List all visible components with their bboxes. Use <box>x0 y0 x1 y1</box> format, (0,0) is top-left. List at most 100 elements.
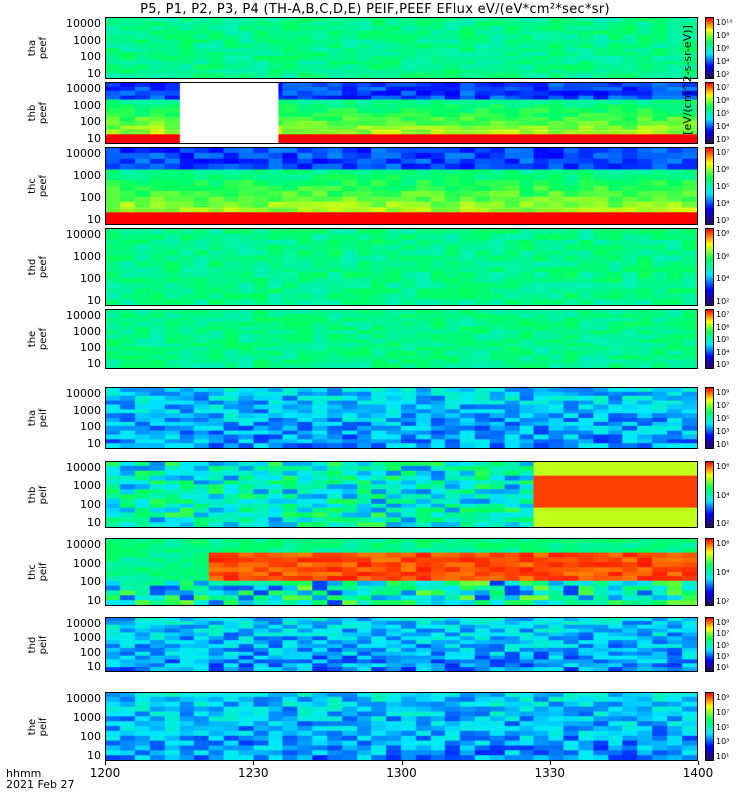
colorbar-tick-label: 10⁴ <box>716 122 730 131</box>
y-tick-label: 10000 <box>66 538 101 551</box>
y-tick-label: 10 <box>87 213 101 226</box>
spectrogram-panel <box>105 387 698 449</box>
y-tick-label: 10000 <box>66 461 101 474</box>
colorbar-tick-label: 10³ <box>716 651 730 661</box>
colorbar-tick-label: 10³ <box>716 216 730 225</box>
colorbar <box>705 461 714 528</box>
colorbar-tick-label: 10⁷ <box>716 707 730 717</box>
colorbar-tick-label: 10¹⁰ <box>716 18 733 27</box>
colorbar-tick-label: 10⁵ <box>716 182 730 191</box>
x-tick-label: 1300 <box>386 766 417 780</box>
colorbar-tick-label: 10⁶ <box>716 44 730 53</box>
colorbar <box>705 17 714 79</box>
spectrogram-heatmap <box>106 18 697 78</box>
colorbar-tick-label: 10³ <box>716 360 730 369</box>
x-tick-mark <box>549 761 551 765</box>
y-tick-label: 100 <box>80 50 101 64</box>
colorbar-tick-label: 10⁸ <box>716 31 730 40</box>
colorbar-tick-label: 10⁷ <box>716 310 730 319</box>
y-tick-label: 10000 <box>66 228 101 241</box>
colorbar-tick-label: 10⁵ <box>716 335 730 344</box>
y-tick-label: 1000 <box>73 169 101 182</box>
y-tick-label: 1000 <box>73 556 101 570</box>
colorbar-tick-label: 10¹ <box>716 440 730 449</box>
colorbar-tick-label: 10⁶ <box>716 251 730 261</box>
colorbar-tick-label: 10¹ <box>716 752 730 761</box>
y-tick-label: 1000 <box>73 325 101 338</box>
y-tick-label: 100 <box>80 191 101 204</box>
y-tick-label: 10000 <box>66 617 101 630</box>
colorbar <box>705 309 714 369</box>
colorbar-tick-label: 10⁴ <box>716 347 730 357</box>
y-tick-label: 10000 <box>66 82 101 95</box>
spectrogram-panel <box>105 538 698 606</box>
colorbar-tick-label: 10⁷ <box>716 148 730 157</box>
colorbar-tick-label: 10⁷ <box>716 629 730 639</box>
y-tick-label: 1000 <box>73 250 101 263</box>
colorbar-tick-label: 10⁹ <box>716 618 730 627</box>
spectrogram-heatmap <box>106 148 697 224</box>
y-tick-label: 100 <box>80 341 101 354</box>
y-tick-label: 10000 <box>66 309 101 322</box>
spectrogram-panel <box>105 309 698 369</box>
y-tick-label: 100 <box>80 575 101 589</box>
colorbar-tick-label: 10⁴ <box>716 57 730 66</box>
spectrogram-panel <box>105 228 698 306</box>
colorbar-tick-label: 10³ <box>716 135 730 144</box>
colorbar <box>705 692 714 761</box>
colorbar-tick-label: 10¹ <box>716 663 730 672</box>
y-tick-label: 10000 <box>66 147 101 160</box>
x-tick-label: 1330 <box>534 766 566 780</box>
spectrogram-heatmap <box>106 229 697 305</box>
x-unit-label: hhmm <box>6 767 42 780</box>
spectrogram-panel <box>105 17 698 79</box>
y-tick-label: 1000 <box>73 403 101 417</box>
colorbar-tick-label: 10⁴ <box>716 490 730 500</box>
colorbar <box>705 617 714 672</box>
spectrogram-heatmap <box>106 618 697 671</box>
y-tick-label: 1000 <box>73 479 101 493</box>
y-tick-label: 1000 <box>73 711 101 724</box>
colorbar-tick-label: 10² <box>716 70 730 79</box>
y-tick-label: 10000 <box>66 692 101 705</box>
colorbar-tick-label: 10² <box>716 597 730 606</box>
colorbar-tick-label: 10⁴ <box>716 568 730 577</box>
colorbar-tick-label: 10³ <box>716 427 730 436</box>
colorbar-label: [eV/(cm^2-s-sr-eV)] <box>681 25 694 135</box>
colorbar-tick-label: 10⁷ <box>716 83 730 92</box>
panel-y-label: the peif <box>27 717 49 736</box>
x-tick-label: 1230 <box>237 766 269 780</box>
colorbar <box>705 147 714 225</box>
spectrogram-heatmap <box>106 83 697 143</box>
panel-y-label: thc peif <box>27 562 49 582</box>
y-tick-label: 10 <box>87 594 101 607</box>
x-tick-mark <box>698 761 699 765</box>
y-tick-label: 100 <box>80 420 101 434</box>
colorbar-tick-label: 10⁴ <box>716 274 730 284</box>
y-tick-label: 10 <box>87 437 101 450</box>
y-tick-label: 10 <box>87 749 101 762</box>
colorbar <box>705 228 714 306</box>
y-tick-label: 1000 <box>73 98 101 112</box>
y-tick-label: 10000 <box>66 17 101 30</box>
colorbar <box>705 387 714 449</box>
colorbar-tick-label: 10³ <box>716 737 730 747</box>
panel-y-label: thb peif <box>27 485 49 504</box>
colorbar-tick-label: 10⁶ <box>716 539 730 548</box>
y-tick-label: 10 <box>87 357 101 370</box>
y-tick-label: 10 <box>87 516 101 529</box>
y-tick-label: 100 <box>80 115 101 129</box>
y-tick-label: 100 <box>80 272 101 285</box>
spectrogram-heatmap <box>106 539 697 605</box>
spectrogram-panel <box>105 147 698 225</box>
colorbar-tick-label: 10⁶ <box>716 462 730 471</box>
colorbar-tick-label: 10⁹ <box>716 388 730 397</box>
spectrogram-heatmap <box>106 462 697 527</box>
y-tick-label: 10000 <box>66 387 101 400</box>
panel-y-label: tha peif <box>27 408 49 428</box>
x-axis-unit: hhmm 2021 Feb 27 <box>6 768 74 790</box>
colorbar-tick-label: 10⁹ <box>716 693 730 702</box>
spectrogram-heatmap <box>106 310 697 368</box>
x-date-label: 2021 Feb 27 <box>6 778 75 791</box>
